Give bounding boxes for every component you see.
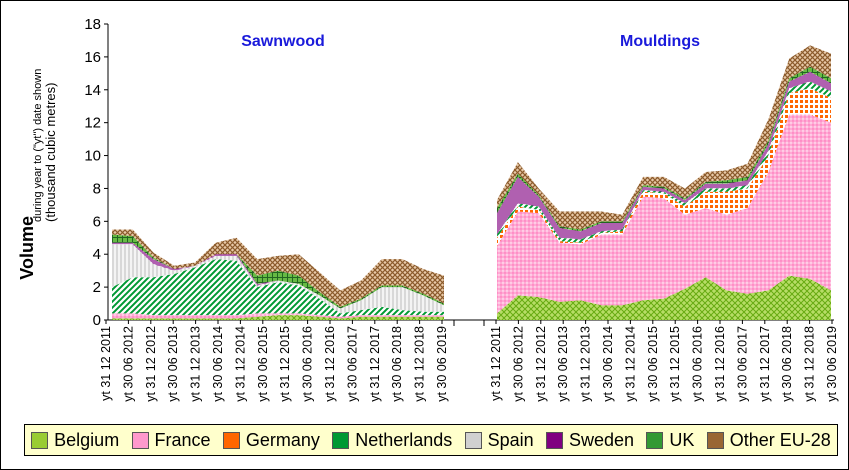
- x-tick-label: yt 30 06 2018: [390, 326, 404, 402]
- y-tick-label: 12: [84, 115, 101, 132]
- legend-label-belgium: Belgium: [54, 429, 120, 450]
- x-tick-label: yt 31 12 2014: [233, 326, 247, 402]
- legend-label-other-eu-28: Other EU-28: [729, 429, 831, 450]
- area-mouldings-uk: [497, 66, 831, 232]
- legend-swatch-germany: [222, 431, 240, 449]
- legend-swatch-belgium: [31, 431, 49, 449]
- area-sawnwood-spain: [112, 244, 444, 314]
- y-axis-label-sub2: (thousand cubic metres): [43, 83, 58, 222]
- legend-swatch-uk: [646, 431, 664, 449]
- legend-item-france: France: [131, 429, 211, 451]
- x-tick-label: yt 30 06 2016: [301, 326, 315, 402]
- x-tick-label: yt 30 06 2017: [345, 326, 359, 402]
- x-tick-label: yt 30 06 2015: [646, 326, 660, 402]
- y-axis-label-sub1: during year to ("yt") date shown: [32, 69, 44, 222]
- y-tick-label: 10: [84, 148, 101, 165]
- panel-title-mouldings: Mouldings: [620, 33, 700, 50]
- legend-label-uk: UK: [669, 429, 695, 450]
- y-tick-label: 4: [93, 246, 101, 263]
- x-tick-label: yt 31 12 2012: [144, 326, 158, 402]
- legend-item-belgium: Belgium: [31, 430, 119, 451]
- area-mouldings-sweden: [497, 71, 831, 240]
- x-tick-label: yt 31 12 2015: [668, 326, 682, 402]
- area-mouldings-france: [497, 114, 831, 314]
- x-tick-label: yt 31 12 2018: [413, 326, 427, 402]
- x-tick-label: yt 30 06 2012: [511, 326, 525, 402]
- x-tick-label: yt 30 06 2013: [556, 326, 570, 402]
- y-axis-label-main: Volume: [17, 216, 37, 280]
- legend-item-other-eu-28: Other EU-28: [706, 429, 831, 451]
- legend-label-sweden: Sweden: [569, 429, 635, 450]
- area-sawnwood-uk: [112, 234, 444, 309]
- legend-swatch-other-eu-28: [706, 431, 724, 449]
- y-tick-label: 18: [84, 16, 101, 33]
- x-tick-label: yt 30 06 2013: [166, 326, 180, 402]
- legend-item-germany: Germany: [222, 429, 320, 451]
- legend-item-spain: Spain: [464, 429, 534, 451]
- x-tick-label: yt 31 12 2012: [534, 326, 548, 402]
- y-tick-label: 8: [93, 180, 101, 197]
- x-tick-label: yt 31 12 2011: [489, 326, 503, 401]
- x-tick-label: yt 30 06 2012: [121, 326, 135, 402]
- chart-legend: Belgium France Germany Netherlands Spain…: [24, 424, 838, 456]
- area-sawnwood-france: [112, 313, 444, 319]
- legend-label-france: France: [154, 429, 211, 450]
- y-tick-label: 6: [93, 213, 101, 230]
- x-tick-label: yt 31 12 2017: [758, 326, 772, 402]
- area-mouldings-belgium: [497, 275, 831, 320]
- x-tick-label: yt 31 12 2013: [579, 326, 593, 402]
- legend-label-spain: Spain: [487, 429, 534, 450]
- y-tick-label: 14: [84, 82, 101, 99]
- y-tick-label: 2: [93, 279, 101, 296]
- x-tick-label: yt 30 06 2014: [601, 326, 615, 402]
- x-tick-label: yt 30 06 2017: [735, 326, 749, 402]
- x-tick-label: yt 31 12 2016: [323, 326, 337, 402]
- legend-item-netherlands: Netherlands: [332, 430, 452, 451]
- x-tick-label: yt 31 12 2018: [803, 326, 817, 402]
- x-tick-label: yt 31 12 2017: [368, 326, 382, 402]
- legend-swatch-spain: [464, 431, 482, 449]
- x-tick-label: yt 31 12 2016: [713, 326, 727, 402]
- x-tick-label: yt 30 06 2015: [256, 326, 270, 402]
- legend-swatch-netherlands: [332, 431, 350, 449]
- x-tick-label: yt 30 06 2019: [435, 326, 449, 402]
- legend-swatch-france: [131, 431, 149, 449]
- x-tick-label: yt 30 06 2019: [825, 326, 839, 402]
- x-tick-label: yt 31 12 2013: [189, 326, 203, 402]
- area-sawnwood-netherlands: [112, 259, 444, 317]
- x-tick-label: yt 31 12 2011: [99, 326, 113, 401]
- panel-title-sawnwood: Sawnwood: [241, 33, 325, 50]
- x-tick-label: yt 30 06 2016: [691, 326, 705, 402]
- area-sawnwood-other-eu-28: [112, 229, 444, 307]
- legend-item-uk: UK: [646, 430, 694, 451]
- legend-label-netherlands: Netherlands: [355, 429, 453, 450]
- y-tick-label: 0: [93, 312, 101, 329]
- area-mouldings-germany: [497, 88, 831, 246]
- legend-item-sweden: Sweden: [546, 430, 634, 451]
- legend-swatch-sweden: [546, 431, 563, 449]
- area-mouldings-other-eu-28: [497, 45, 831, 230]
- x-tick-label: yt 30 06 2018: [780, 326, 794, 402]
- y-tick-label: 16: [84, 49, 101, 66]
- x-tick-label: yt 30 06 2014: [211, 326, 225, 402]
- area-sawnwood-belgium: [112, 315, 444, 320]
- x-tick-label: yt 31 12 2014: [623, 326, 637, 402]
- legend-label-germany: Germany: [245, 429, 320, 450]
- x-tick-label: yt 31 12 2015: [278, 326, 292, 402]
